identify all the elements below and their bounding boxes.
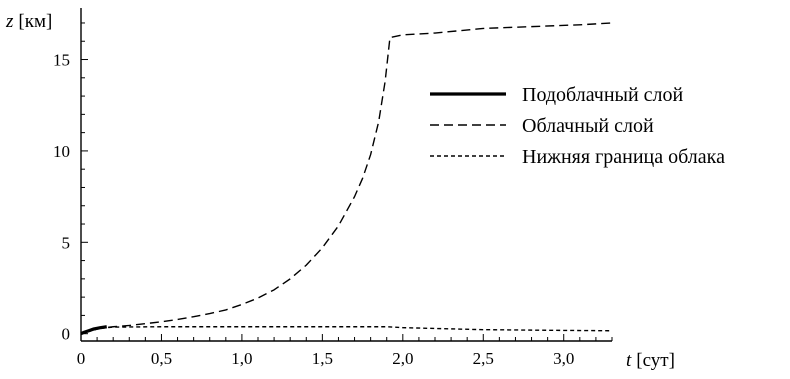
x-axis-title: t [сут]	[626, 350, 675, 371]
x-axis-unit: [сут]	[636, 350, 675, 371]
y-tick-label: 15	[53, 51, 70, 70]
x-tick-label: 2,0	[392, 349, 413, 368]
y-tick-label: 10	[53, 142, 70, 161]
x-tick-label: 3,0	[553, 349, 574, 368]
y-axis-var: z	[5, 11, 14, 32]
legend-label: Нижняя граница облака	[522, 146, 725, 168]
y-axis-title: z [км]	[5, 11, 52, 32]
x-tick-label: 1,5	[312, 349, 333, 368]
x-tick-label: 1,0	[231, 349, 252, 368]
x-tick-label: 0	[77, 349, 86, 368]
series-line-dotted	[80, 326, 613, 335]
legend-label: Подоблачный слой	[522, 84, 684, 106]
y-tick-label: 0	[62, 325, 71, 344]
y-axis-unit: [км]	[18, 11, 52, 32]
x-tick-label: 0,5	[151, 349, 172, 368]
series-layer	[80, 22, 613, 336]
x-tick-label: 2,5	[473, 349, 494, 368]
legend: Подоблачный слой Облачный слой Нижняя гран…	[430, 84, 725, 168]
series-line-solid	[80, 325, 107, 336]
legend-label: Облачный слой	[522, 115, 654, 137]
y-tick-label: 5	[62, 233, 71, 252]
x-axis-var: t	[626, 350, 632, 371]
series-line-dashed	[80, 22, 613, 335]
